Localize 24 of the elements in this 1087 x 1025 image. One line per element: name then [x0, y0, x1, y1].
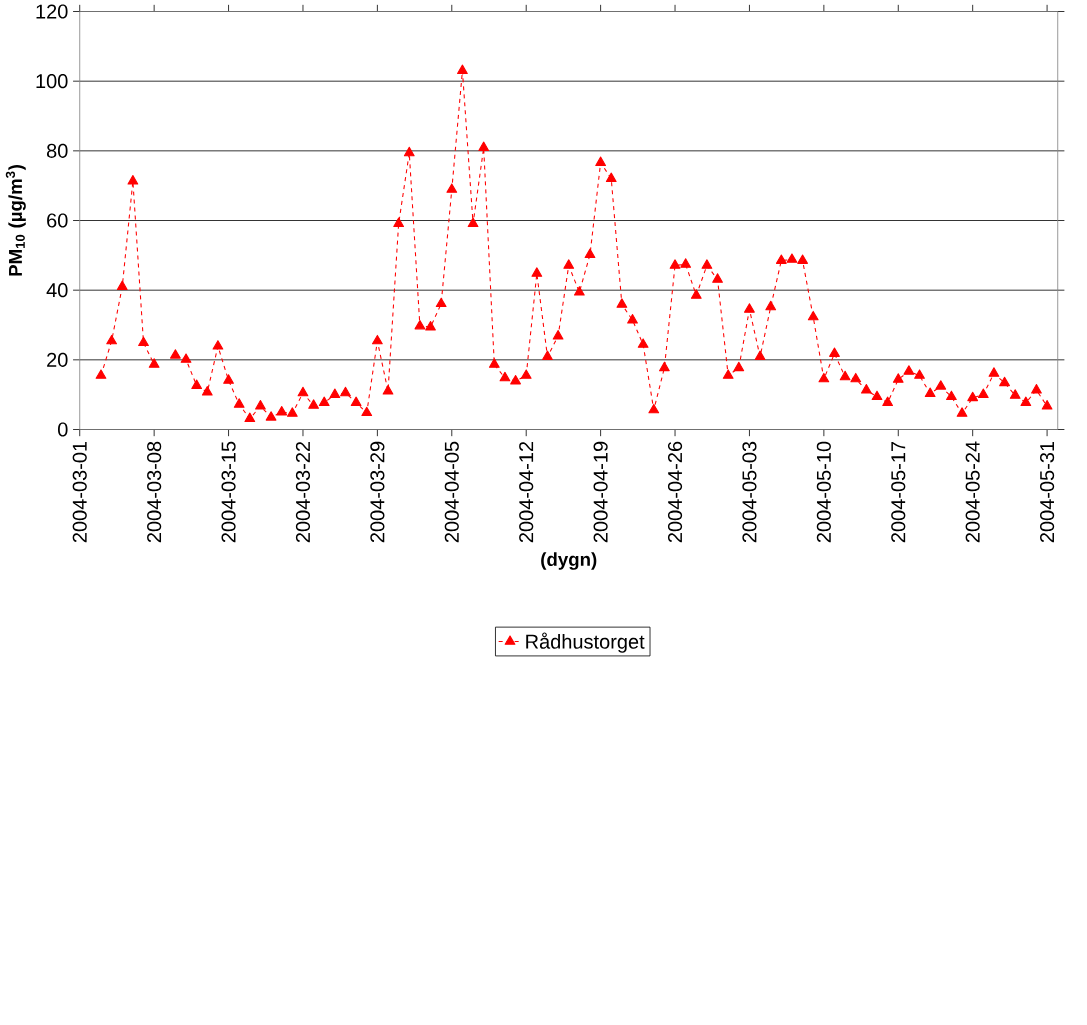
y-tick-label: 60 [47, 213, 68, 228]
x-tick-label: 2004-05-03 [742, 441, 757, 543]
x-tick-label: 2004-03-29 [370, 441, 385, 543]
x-tick-label: 2004-03-15 [221, 441, 236, 543]
y-tick-label: 0 [58, 422, 68, 437]
y-axis-title: PM$_{10}$ (µg/m$^{3}$) [5, 165, 26, 276]
x-tick-label: 2004-04-19 [593, 441, 608, 543]
x-tick-label: 2004-05-10 [816, 441, 831, 543]
x-tick-label: 2004-04-12 [519, 441, 534, 543]
y-tick-label: 40 [46, 283, 68, 298]
x-tick-label: 2004-05-17 [891, 441, 906, 543]
y-tick-label: 80 [46, 143, 68, 158]
x-tick-label: 2004-03-22 [295, 441, 311, 543]
x-tick-label: 2004-05-24 [965, 441, 980, 543]
x-axis-title: (dygn) [541, 552, 597, 570]
legend-label: Rådhustorget [526, 632, 645, 653]
y-tick-label: 100 [36, 74, 68, 89]
y-tick-label: 20 [47, 352, 68, 367]
x-tick-label: 2004-05-31 [1040, 441, 1055, 543]
x-tick-label: 2004-03-01 [72, 441, 87, 543]
y-tick-label: 120 [36, 4, 68, 19]
x-tick-label: 2004-04-26 [667, 441, 683, 543]
x-tick-label: 2004-03-08 [147, 441, 162, 543]
x-tick-label: 2004-04-05 [444, 441, 459, 543]
